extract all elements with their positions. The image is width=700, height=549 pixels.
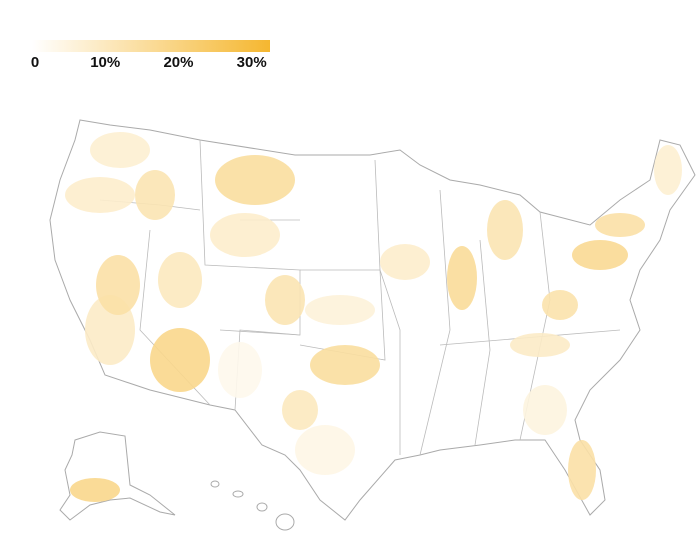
region-shading xyxy=(265,275,305,325)
region-shading xyxy=(510,333,570,357)
region-shading xyxy=(487,200,523,260)
alaska-outline xyxy=(59,431,176,521)
legend-tick-label: 0 xyxy=(31,54,39,71)
legend-tick-label: 10% xyxy=(90,54,120,71)
region-shading xyxy=(150,328,210,392)
legend-tick-label: 20% xyxy=(163,54,193,71)
region-shading xyxy=(380,244,430,280)
legend-gradient xyxy=(32,40,270,52)
region-shading xyxy=(90,132,150,168)
region-shading xyxy=(210,213,280,257)
region-shading xyxy=(568,440,596,500)
region-shading xyxy=(295,425,355,475)
region-shading xyxy=(654,145,682,195)
region-shading xyxy=(70,478,120,502)
region-shading xyxy=(572,240,628,270)
region-shading xyxy=(542,290,578,320)
region-shading xyxy=(447,246,477,310)
legend: 0 10% 20% 30% xyxy=(31,54,267,71)
region-shading xyxy=(158,252,202,308)
region-shading xyxy=(282,390,318,430)
region-shading xyxy=(96,255,140,315)
hawaii xyxy=(210,480,295,531)
region-shading xyxy=(595,213,645,237)
region-shading xyxy=(215,155,295,205)
region-shading xyxy=(218,342,262,398)
region-shading xyxy=(135,170,175,220)
region-shading xyxy=(310,345,380,385)
region-shading xyxy=(65,177,135,213)
map-layer xyxy=(49,119,696,531)
legend-tick-label: 30% xyxy=(237,54,267,71)
region-shading xyxy=(305,295,375,325)
region-shading xyxy=(523,385,567,435)
